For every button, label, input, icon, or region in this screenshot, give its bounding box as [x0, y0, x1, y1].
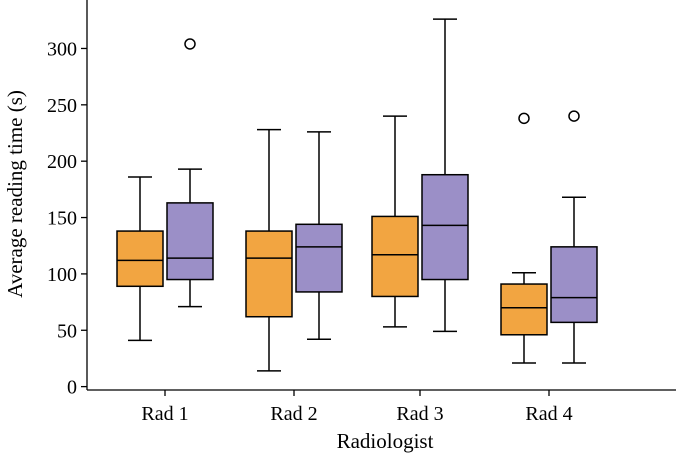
box [116, 230, 164, 288]
y-tick-label: 150 [47, 208, 77, 230]
box-group [295, 131, 343, 341]
boxes [116, 18, 598, 372]
x-tick-label: Rad 4 [525, 403, 572, 425]
x-tick-label: Rad 3 [396, 403, 443, 425]
box [500, 283, 548, 336]
box [166, 202, 214, 281]
y-tick-label: 50 [57, 320, 77, 342]
box-group [245, 128, 293, 372]
box [371, 215, 419, 298]
box [421, 173, 469, 281]
outlier-point [518, 112, 530, 125]
box [245, 230, 293, 318]
box-group [371, 115, 419, 328]
x-axis-label: Radiologist [337, 429, 434, 453]
box [295, 223, 343, 293]
y-tick-label: 200 [47, 151, 77, 173]
y-tick-label: 100 [47, 264, 77, 286]
outlier-point [184, 38, 196, 50]
box-group [500, 112, 548, 364]
box-group [166, 38, 214, 308]
y-tick-label: 300 [47, 38, 77, 60]
y-axis-label: Average reading time (s) [3, 90, 27, 298]
y-axis: 0 50 100 150 200 250 300 [47, 0, 88, 399]
x-tick-label: Rad 2 [270, 403, 317, 425]
box-group [116, 176, 164, 342]
outlier-point [568, 110, 580, 122]
x-axis: Rad 1 Rad 2 Rad 3 Rad 4 [87, 389, 676, 425]
y-tick-label: 0 [67, 377, 77, 399]
x-tick-label: Rad 1 [141, 403, 188, 425]
y-tick-label: 250 [47, 95, 77, 117]
box [550, 246, 598, 324]
box-group [421, 18, 469, 333]
box-group [550, 110, 598, 364]
